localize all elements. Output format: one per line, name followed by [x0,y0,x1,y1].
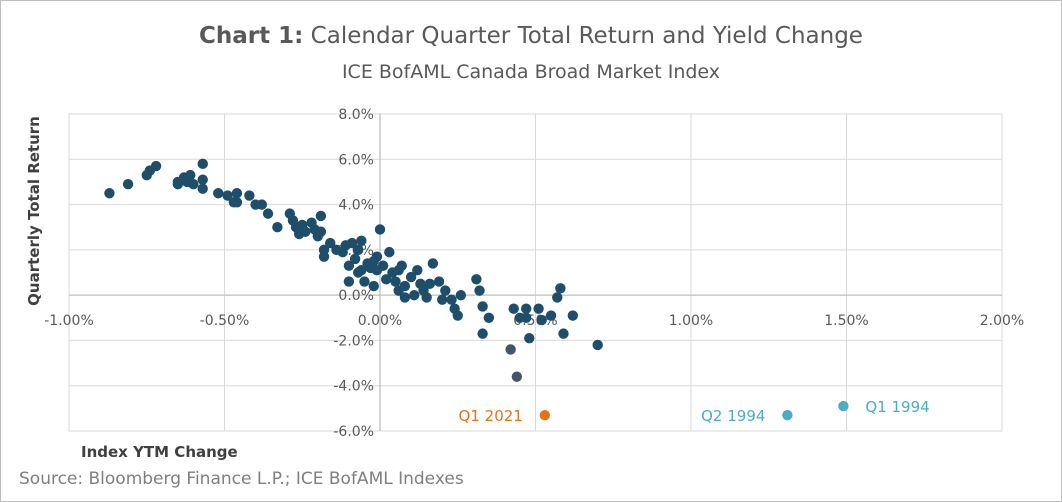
data-point [437,294,448,305]
data-point [471,274,482,285]
data-point [412,265,423,276]
data-point [188,178,199,190]
data-point [427,258,439,269]
annotated-point-label: Q1 1994 [865,398,929,416]
data-point [567,310,579,321]
annotated-point [539,409,551,421]
data-point [399,280,411,292]
data-point-highlight [511,371,523,382]
data-point [533,303,544,314]
x-tick-label: -0.50% [200,313,250,329]
data-point [455,289,467,301]
data-point [356,235,367,246]
data-point [172,178,184,190]
data-point [349,253,361,265]
data-point [477,301,488,312]
data-point [356,265,367,276]
data-point [524,332,535,344]
y-axis-title: Quarterly Total Return [25,116,43,306]
chart-subtitle: ICE BofAML Canada Broad Market Index [341,61,721,83]
data-point [368,280,379,292]
annotated-point-label: Q1 2021 [459,407,523,425]
data-point [555,283,566,294]
annotated-point [838,400,849,412]
data-point [343,260,355,271]
data-point [558,328,569,339]
data-point [300,226,311,237]
data-point-highlight [505,344,516,355]
data-point [374,224,386,235]
data-point [122,178,134,190]
data-point [377,260,389,271]
data-point [399,292,411,303]
x-tick-label: 1.50% [824,313,868,329]
x-tick-label: -1.00% [44,313,94,329]
data-point [185,169,196,181]
data-point [197,174,208,185]
data-point [440,285,451,296]
data-point [433,276,445,287]
data-point [197,183,208,194]
data-point [405,271,417,283]
y-tick-label: 8.0% [338,107,374,123]
data-point [150,160,162,172]
y-tick-label: -4.0% [333,379,374,395]
data-point [477,328,488,339]
data-point [409,289,420,301]
data-point [231,188,243,199]
data-point [520,303,532,314]
data-point [446,294,457,305]
y-tick-label: -6.0% [333,424,374,440]
annotated-point-label: Q2 1994 [701,407,765,425]
chart-title-bold: Chart 1: [199,23,304,49]
data-point [256,199,268,210]
data-point [318,251,330,262]
data-point [396,260,407,271]
y-tick-label: -2.0% [333,333,374,349]
x-tick-label: 0.00% [358,313,402,329]
data-point [213,188,224,199]
data-point [197,158,208,170]
data-point [474,285,485,296]
data-point [222,190,233,201]
data-point [452,310,463,321]
annotated-point [782,409,793,421]
data-point [353,244,364,256]
data-point [343,276,355,287]
data-point [244,190,255,201]
data-point [272,222,283,233]
data-point [315,210,327,222]
data-point [421,292,432,303]
data-point [483,312,495,323]
x-tick-label: 2.00% [980,313,1024,329]
data-point [520,312,532,323]
data-point [536,314,547,326]
data-point [424,278,435,290]
data-point [381,274,392,285]
chart-title-text: Calendar Quarter Total Return and Yield … [310,23,863,49]
source-note: Source: Bloomberg Finance L.P.; ICE BofA… [19,469,464,489]
data-point [371,251,383,262]
data-point [359,276,370,287]
data-point [384,246,395,258]
y-tick-label: 0.0% [338,288,374,304]
x-axis-title: Index YTM Change [81,443,238,461]
chart-title: Chart 1: Calendar Quarter Total Return a… [1,23,1061,49]
y-tick-label: 4.0% [338,198,374,214]
y-tick-label: 6.0% [338,152,374,168]
data-point [325,237,336,249]
data-point [390,276,401,287]
data-point [592,339,603,351]
data-point [104,188,115,199]
data-point [262,208,274,219]
data-point [508,303,519,314]
data-point [346,237,358,249]
data-point [552,292,563,303]
data-point [231,197,243,208]
data-point [315,226,327,237]
data-point [545,310,557,321]
x-tick-label: 1.00% [669,313,713,329]
